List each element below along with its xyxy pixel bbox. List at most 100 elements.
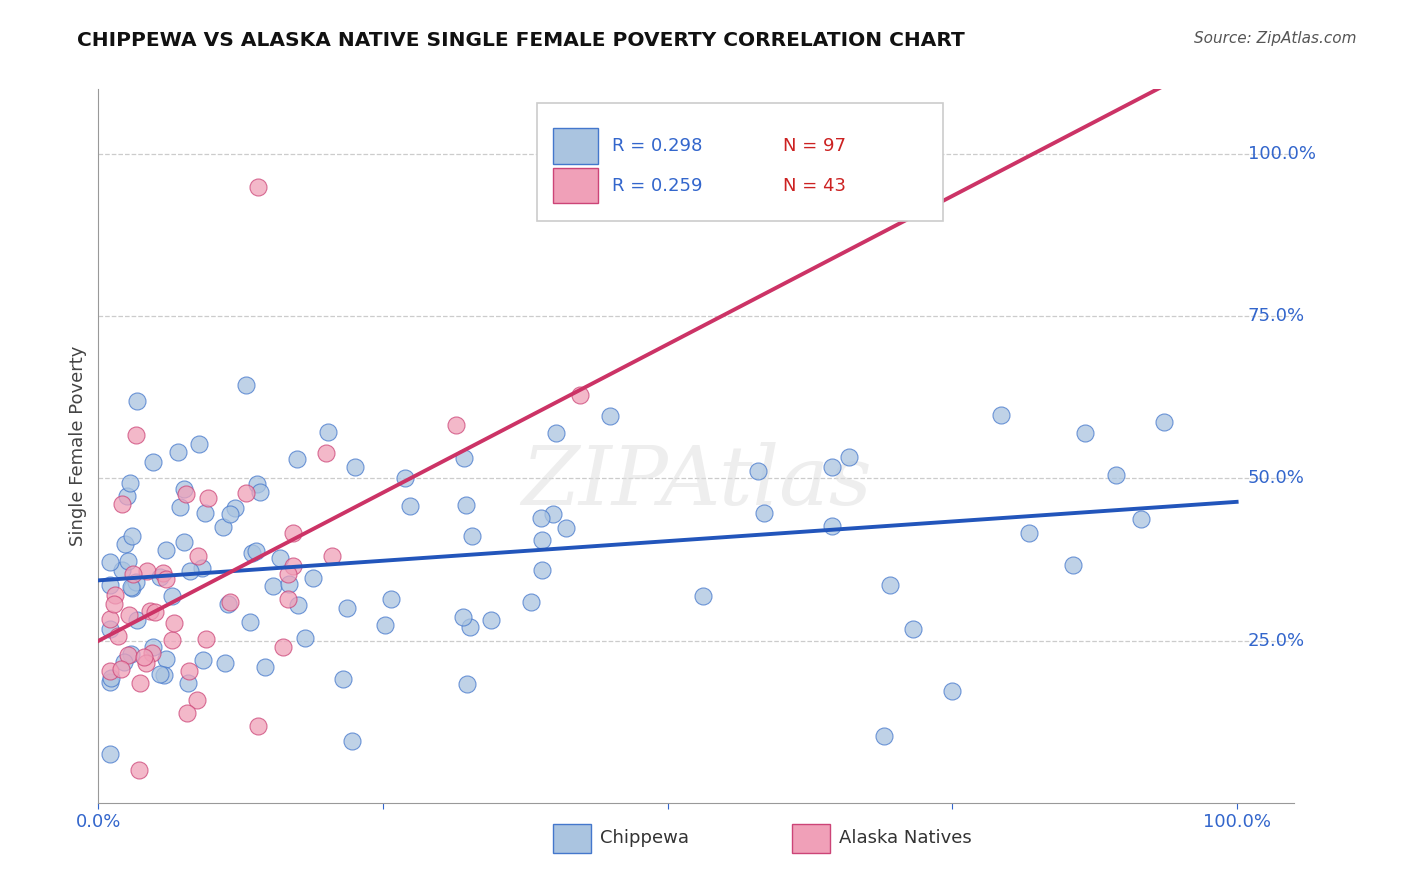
Point [98, 665, 121, 679]
Point [125, 394, 148, 409]
Point [174, 487, 197, 501]
Point [173, 535, 195, 549]
FancyBboxPatch shape [553, 128, 598, 164]
FancyBboxPatch shape [553, 824, 591, 853]
Text: ZIPAtlas: ZIPAtlas [520, 442, 872, 522]
Point [239, 615, 262, 629]
Point [214, 657, 236, 671]
Point [235, 486, 257, 500]
Point [456, 677, 478, 691]
Point [316, 425, 339, 440]
Point [120, 648, 142, 662]
Text: N = 43: N = 43 [783, 177, 846, 194]
Point [838, 450, 860, 465]
FancyBboxPatch shape [537, 103, 943, 221]
Point [1062, 558, 1084, 572]
Point [453, 451, 475, 466]
Text: 50.0%: 50.0% [1247, 469, 1305, 487]
Y-axis label: Single Female Poverty: Single Female Poverty [69, 346, 87, 546]
Point [167, 445, 190, 459]
Point [294, 631, 316, 645]
Point [394, 471, 416, 485]
Text: R = 0.259: R = 0.259 [613, 177, 703, 194]
Point [127, 613, 149, 627]
Point [246, 179, 269, 194]
Point [103, 598, 125, 612]
Point [555, 521, 578, 535]
Point [218, 595, 240, 609]
Point [1105, 467, 1128, 482]
Point [143, 605, 166, 619]
Point [117, 489, 139, 503]
Point [218, 508, 240, 522]
Point [240, 546, 263, 560]
Point [287, 599, 309, 613]
Point [211, 519, 233, 533]
Point [530, 563, 553, 577]
Point [155, 572, 177, 586]
Point [235, 378, 257, 392]
Point [98, 674, 121, 689]
Point [155, 651, 177, 665]
Point [821, 519, 844, 533]
Point [121, 581, 143, 595]
Point [479, 613, 502, 627]
Point [277, 567, 299, 582]
Point [569, 387, 592, 401]
Point [277, 592, 299, 607]
Point [249, 484, 271, 499]
Point [114, 537, 136, 551]
Point [454, 498, 477, 512]
Point [519, 595, 541, 609]
Point [271, 640, 294, 654]
Point [453, 610, 475, 624]
Point [262, 579, 284, 593]
Point [281, 526, 304, 541]
Point [197, 491, 219, 505]
Point [134, 650, 156, 665]
Point [160, 633, 183, 648]
Point [195, 632, 218, 646]
FancyBboxPatch shape [792, 824, 830, 853]
Point [941, 683, 963, 698]
Point [541, 507, 564, 521]
Point [530, 510, 553, 524]
Point [901, 622, 924, 636]
Text: 25.0%: 25.0% [1247, 632, 1305, 649]
Point [117, 554, 139, 568]
Point [98, 578, 121, 592]
Point [190, 561, 212, 575]
Point [142, 455, 165, 469]
FancyBboxPatch shape [553, 168, 598, 203]
Point [1129, 512, 1152, 526]
Point [193, 653, 215, 667]
Point [152, 566, 174, 580]
Point [872, 729, 894, 743]
Point [821, 459, 844, 474]
Point [125, 574, 148, 589]
Point [245, 544, 267, 558]
Point [111, 563, 134, 577]
Point [117, 648, 139, 662]
Point [246, 477, 269, 491]
Point [752, 506, 775, 520]
Text: CHIPPEWA VS ALASKA NATIVE SINGLE FEMALE POVERTY CORRELATION CHART: CHIPPEWA VS ALASKA NATIVE SINGLE FEMALE … [77, 31, 965, 50]
Point [122, 566, 145, 581]
Point [142, 640, 165, 654]
Point [283, 559, 305, 574]
Point [120, 580, 142, 594]
Point [173, 482, 195, 496]
Point [149, 570, 172, 584]
Text: 75.0%: 75.0% [1247, 307, 1305, 326]
Point [149, 666, 172, 681]
Point [98, 622, 121, 636]
Point [125, 427, 148, 442]
Point [188, 437, 211, 451]
Point [380, 592, 402, 607]
Point [332, 672, 354, 686]
Point [128, 764, 150, 778]
Point [98, 612, 121, 626]
Point [344, 459, 367, 474]
Point [117, 607, 139, 622]
Point [176, 706, 198, 720]
